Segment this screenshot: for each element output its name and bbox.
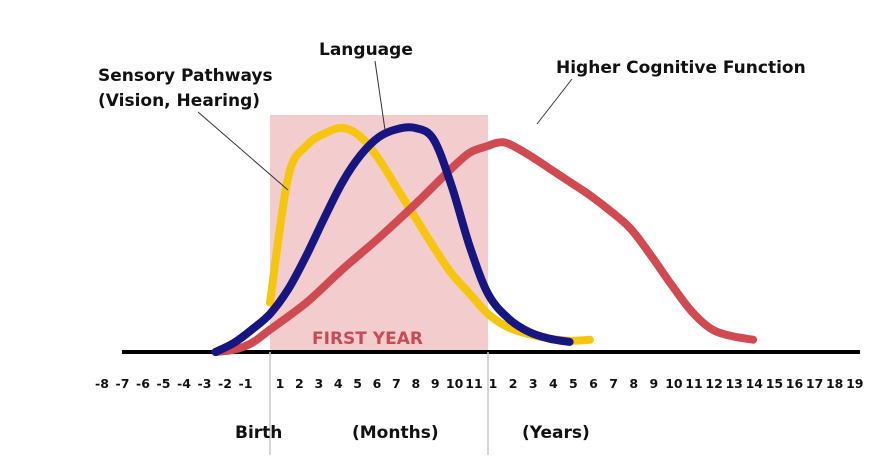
tick-label-year: 15: [766, 376, 783, 391]
tick-label-month: 11: [465, 376, 482, 391]
tick-label-year: 10: [665, 376, 683, 391]
tick-label-year: 7: [609, 376, 618, 391]
tick-label-prenatal: -1: [239, 376, 253, 391]
tick-labels: -8 -7 -6 -5 -4 -3 -2 -1 1 2 3 4 5 6 7 8 9 10 11 1 2 3 4 5 6 7 8 9 10…: [95, 376, 863, 391]
series-layer: [211, 123, 758, 356]
tick-label-prenatal: -4: [177, 376, 191, 391]
tick-label-year: 8: [629, 376, 638, 391]
language-line: [211, 123, 574, 356]
tick-label-year: 19: [846, 376, 863, 391]
tick-label-year: 12: [705, 376, 722, 391]
series-label-language: Language: [319, 40, 413, 60]
months-label: (Months): [352, 423, 439, 443]
tick-label-prenatal: -8: [95, 376, 109, 391]
tick-label-month: 3: [314, 376, 323, 391]
tick-label-year: 2: [509, 376, 518, 391]
tick-label-prenatal: -7: [116, 376, 130, 391]
tick-label-month: 1: [276, 376, 285, 391]
tick-label-year: 9: [649, 376, 658, 391]
tick-label-year: 14: [746, 376, 764, 391]
tick-label-prenatal: -5: [157, 376, 171, 391]
label-pointers: [197, 60, 573, 191]
tick-label-month: 5: [353, 376, 362, 391]
tick-label-prenatal: -6: [136, 376, 150, 391]
tick-label-month: 7: [392, 376, 401, 391]
series-label-higher-cognitive: Higher Cognitive Function: [556, 58, 806, 78]
tick-label-month: 2: [295, 376, 304, 391]
tick-label-month: 6: [373, 376, 382, 391]
tick-label-month: 10: [446, 376, 464, 391]
tick-label-year: 17: [806, 376, 823, 391]
tick-label-year: 18: [826, 376, 843, 391]
tick-label-year: 5: [569, 376, 578, 391]
higher-cognitive-pointer: [536, 78, 573, 125]
tick-label-year: 13: [725, 376, 742, 391]
tick-label-year: 16: [786, 376, 804, 391]
tick-label-prenatal: -3: [198, 376, 212, 391]
tick-label-prenatal: -2: [218, 376, 232, 391]
tick-label-year: 6: [589, 376, 598, 391]
birth-label: Birth: [235, 423, 282, 443]
series-label-sensory-line2: (Vision, Hearing): [98, 91, 260, 111]
tick-label-month: 9: [431, 376, 440, 391]
years-label: (Years): [522, 423, 590, 443]
tick-label-year: 3: [529, 376, 538, 391]
first-year-label: FIRST YEAR: [312, 329, 423, 349]
tick-label-year: 4: [549, 376, 558, 391]
tick-label-year: 11: [685, 376, 702, 391]
sensory-pointer: [197, 111, 289, 191]
language-pointer: [374, 60, 386, 131]
tick-label-month: 4: [334, 376, 343, 391]
series-label-sensory-line1: Sensory Pathways: [98, 66, 273, 86]
tick-label-month: 8: [411, 376, 420, 391]
higher-cognitive-line: [211, 138, 758, 356]
tick-label-year: 1: [489, 376, 498, 391]
